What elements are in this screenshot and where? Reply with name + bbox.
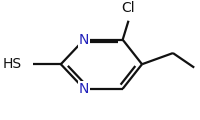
Text: N: N	[79, 82, 89, 96]
Text: HS: HS	[3, 57, 22, 71]
Text: N: N	[79, 33, 89, 47]
Text: Cl: Cl	[122, 1, 135, 15]
